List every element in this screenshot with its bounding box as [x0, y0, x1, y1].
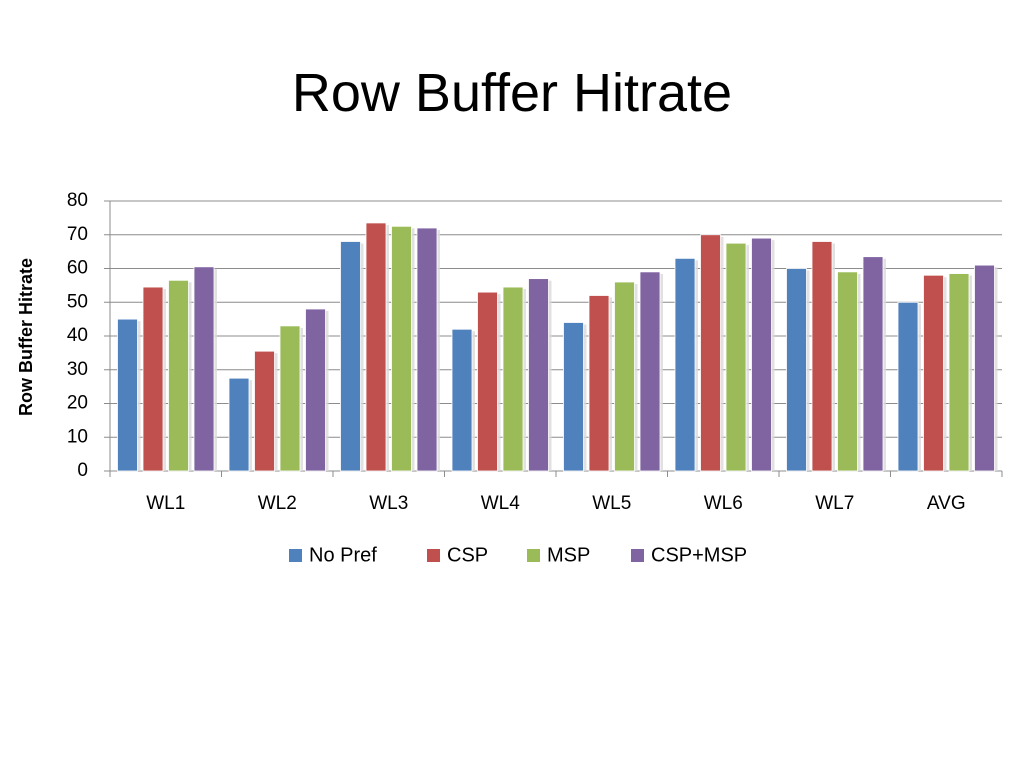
- y-tick-label: 80: [67, 190, 88, 211]
- legend-label: CSP: [447, 544, 488, 566]
- y-tick-label: 30: [67, 359, 88, 380]
- bar: [279, 325, 301, 472]
- x-tick-labels: WL1 WL2 WL3 WL4 WL5 WL6 WL7 AVG: [146, 493, 965, 514]
- x-tick-label: AVG: [927, 493, 966, 514]
- legend-label: No Pref: [309, 544, 377, 566]
- bar: [751, 237, 772, 472]
- bar: [168, 279, 189, 472]
- y-tick-labels: 0 10 20 30 40 50 60 70 80: [67, 190, 88, 481]
- bar: [563, 322, 584, 472]
- bar: [477, 291, 498, 472]
- bar: [588, 295, 610, 472]
- bar: [228, 377, 250, 472]
- bar: [948, 273, 970, 472]
- x-tick-label: WL2: [258, 493, 297, 514]
- bar: [786, 268, 807, 472]
- bar: [254, 350, 275, 472]
- bar: [391, 225, 412, 472]
- x-tick-label: WL1: [146, 493, 185, 514]
- bar: [502, 286, 524, 472]
- y-tick-label: 40: [67, 325, 88, 346]
- bar: [923, 274, 944, 472]
- x-tick-label: WL6: [704, 493, 743, 514]
- legend: No Pref CSP MSP CSP+MSP: [289, 544, 747, 566]
- bar: [193, 266, 215, 472]
- x-tick-label: WL3: [369, 493, 408, 514]
- x-tick-label: WL7: [815, 493, 854, 514]
- bar: [837, 271, 858, 472]
- bar: [614, 281, 635, 472]
- bars: [117, 222, 998, 472]
- slide-title: Row Buffer Hitrate: [291, 63, 733, 123]
- bar: [365, 222, 387, 472]
- y-tick-label: 10: [67, 426, 88, 447]
- y-axis-label: Row Buffer Hitrate: [16, 258, 36, 416]
- x-tick-label: WL5: [592, 493, 631, 514]
- bar: [142, 286, 164, 472]
- y-tick-label: 0: [77, 460, 88, 481]
- bar: [725, 242, 747, 472]
- bar: [862, 256, 884, 472]
- y-tick-label: 20: [67, 393, 88, 414]
- bar: [416, 227, 438, 472]
- legend-swatch: [289, 549, 302, 562]
- legend-label: CSP+MSP: [651, 544, 747, 566]
- bar: [528, 278, 549, 472]
- y-tick-label: 50: [67, 291, 88, 312]
- y-tick-label: 70: [67, 224, 88, 245]
- bar: [897, 301, 919, 472]
- legend-swatch: [631, 549, 644, 562]
- x-tick-label: WL4: [481, 493, 521, 514]
- y-tick-label: 60: [67, 258, 88, 279]
- bar: [451, 328, 473, 472]
- bar: [305, 308, 326, 472]
- bar: [639, 271, 661, 472]
- legend-swatch: [527, 549, 540, 562]
- bar: [340, 241, 361, 472]
- bar: [674, 257, 696, 472]
- bar: [117, 318, 138, 472]
- legend-swatch: [427, 549, 440, 562]
- legend-label: MSP: [547, 544, 590, 566]
- bar: [811, 241, 833, 472]
- bar: [700, 234, 721, 472]
- bar: [974, 264, 995, 472]
